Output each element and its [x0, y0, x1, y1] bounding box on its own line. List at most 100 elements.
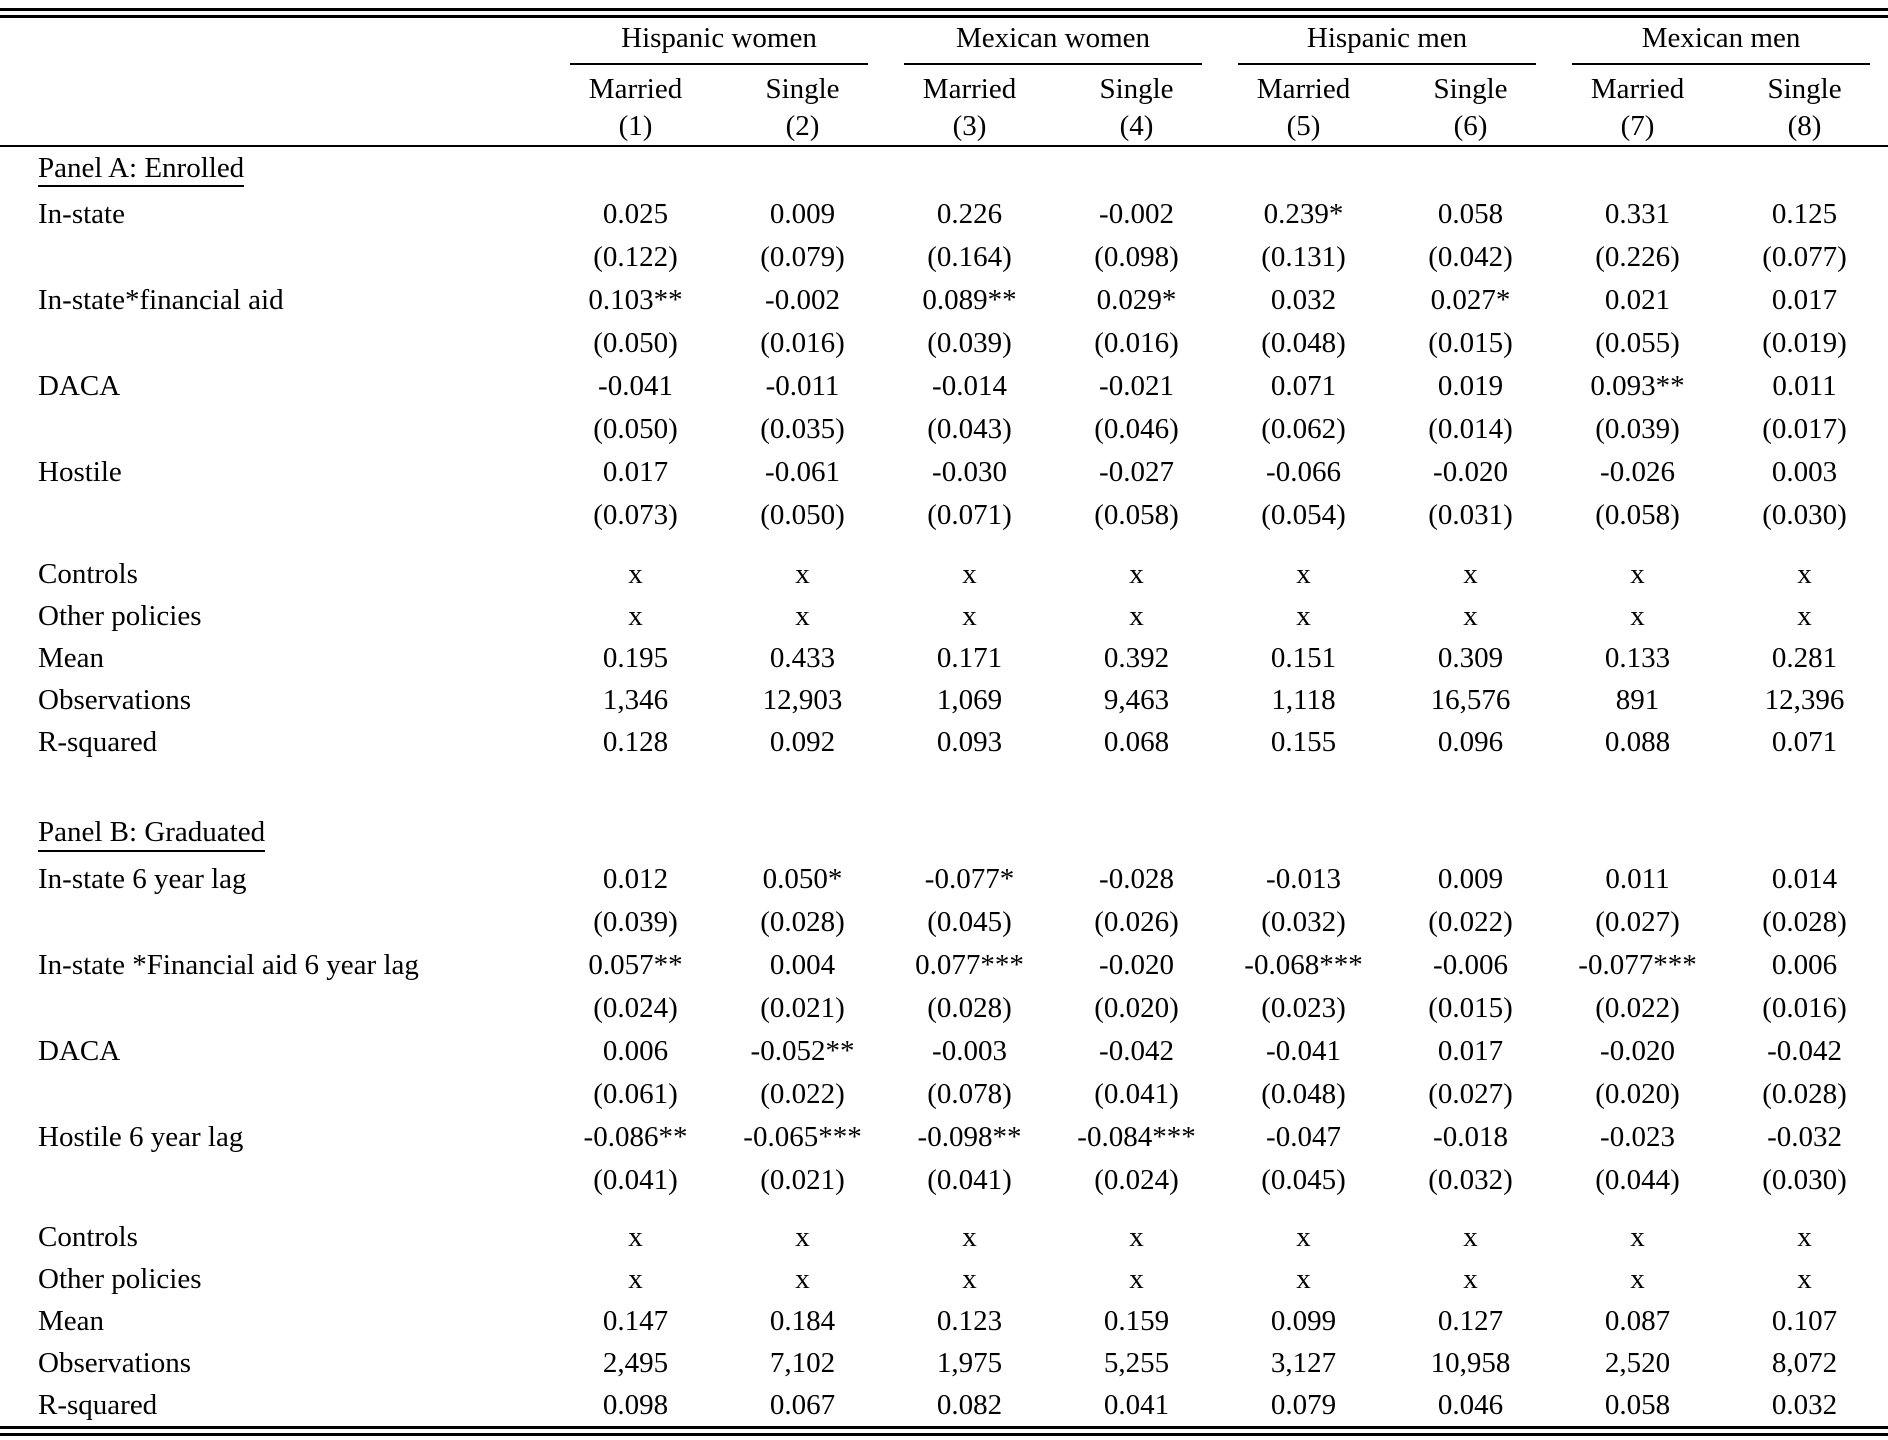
- coefficient-cell: -0.026: [1600, 456, 1675, 489]
- statistic-cell: 0.079: [1270, 1388, 1337, 1421]
- coefficient-cell: -0.030: [932, 456, 1007, 489]
- row-label-blank: [0, 494, 552, 537]
- column-number-cell: (3): [886, 108, 1053, 147]
- coefficient-cell: 0.226: [936, 198, 1003, 231]
- coefficient-cell: 0.103**: [588, 284, 683, 317]
- standard-error-cell: (0.078): [927, 1078, 1012, 1111]
- statistic-cell: 0.151: [1270, 641, 1337, 674]
- standard-error-cell: (0.015): [1428, 327, 1513, 360]
- statistic-row: R-squared 0.098 0.067 0.082 0.041 0.079 0.046 0…: [0, 1384, 1888, 1426]
- standard-error-cell: (0.028): [927, 992, 1012, 1025]
- standard-error-cell: (0.015): [1428, 992, 1513, 1025]
- statistic-cell: 0.195: [602, 641, 669, 674]
- statistic-cell: 0.171: [936, 641, 1003, 674]
- column-number-cell: (5): [1220, 108, 1387, 147]
- coefficient-cell: 0.029*: [1096, 284, 1177, 317]
- coefficient-cell: -0.066: [1266, 456, 1341, 489]
- statistic-cell: 9,463: [1103, 683, 1170, 716]
- spacer-cell: [0, 763, 1888, 811]
- standard-error-cell: (0.226): [1595, 241, 1680, 274]
- standard-error-cell: (0.050): [593, 327, 678, 360]
- coefficient-cell: -0.002: [1099, 198, 1174, 231]
- statistic-cell: 16,576: [1430, 683, 1511, 716]
- row-label: Controls: [38, 557, 138, 590]
- row-label: Observations: [38, 1346, 192, 1379]
- statistic-cell: 0.159: [1103, 1304, 1170, 1337]
- standard-error-cell: (0.028): [760, 906, 845, 939]
- coefficient-cell: 0.004: [769, 949, 836, 982]
- statistic-cell: 1,346: [602, 683, 669, 716]
- column-number-row: (1) (2) (3) (4) (5) (6) (7) (8): [0, 108, 1888, 147]
- section-gap-row: [0, 537, 1888, 553]
- coefficient-cell: -0.041: [1266, 1035, 1341, 1068]
- coefficient-cell: 0.032: [1270, 284, 1337, 317]
- standard-error-cell: (0.050): [760, 499, 845, 532]
- statistic-cell: x: [1463, 1262, 1478, 1295]
- statistic-cell: x: [1797, 599, 1812, 632]
- standard-error-cell: (0.027): [1595, 906, 1680, 939]
- statistic-row: Other policies x x x x x x x x: [0, 1258, 1888, 1300]
- row-label: Controls: [38, 1220, 138, 1253]
- header-corner-blank: [0, 18, 552, 70]
- statistic-cell: 0.099: [1270, 1304, 1337, 1337]
- standard-error-row: (0.050) (0.016) (0.039) (0.016) (0.048) (0.01…: [0, 322, 1888, 365]
- coefficient-cell: 0.058: [1437, 198, 1504, 231]
- bottom-double-rule: [0, 1426, 1888, 1436]
- statistic-cell: x: [628, 557, 643, 590]
- statistic-row: Controls x x x x x x x x: [0, 553, 1888, 595]
- regression-results-table: Hispanic women Mexican women Hispanic men M…: [0, 18, 1888, 1426]
- coefficient-cell: 0.077***: [915, 949, 1024, 982]
- coefficient-cell: 0.057**: [588, 949, 683, 982]
- statistic-cell: x: [1797, 557, 1812, 590]
- subheader-cell: Single: [765, 72, 840, 105]
- coefficient-row: In-state *Financial aid 6 year lag 0.057*…: [0, 944, 1888, 987]
- standard-error-cell: (0.032): [1428, 1164, 1513, 1197]
- standard-error-cell: (0.050): [593, 413, 678, 446]
- standard-error-cell: (0.042): [1428, 241, 1513, 274]
- coefficient-row: DACA -0.041 -0.011 -0.014 -0.021 0.071 0.019 0.…: [0, 365, 1888, 408]
- subheader-cell: Married: [922, 72, 1017, 105]
- statistic-cell: 2,495: [602, 1346, 669, 1379]
- coefficient-cell: -0.061: [765, 456, 840, 489]
- statistic-cell: x: [1797, 1220, 1812, 1253]
- group-header-row: Hispanic women Mexican women Hispanic men M…: [0, 18, 1888, 70]
- column-number-cell: (8): [1721, 108, 1888, 147]
- coefficient-cell: 0.019: [1437, 370, 1504, 403]
- statistic-cell: x: [1463, 557, 1478, 590]
- statistic-cell: x: [1630, 599, 1645, 632]
- statistic-cell: x: [1630, 557, 1645, 590]
- coefficient-cell: -0.028: [1099, 863, 1174, 896]
- coefficient-cell: -0.052**: [750, 1035, 855, 1068]
- statistic-cell: 0.127: [1437, 1304, 1504, 1337]
- coefficient-cell: 0.011: [1605, 863, 1670, 896]
- statistic-cell: 0.123: [936, 1304, 1003, 1337]
- standard-error-cell: (0.164): [927, 241, 1012, 274]
- coefficient-cell: 0.003: [1771, 456, 1838, 489]
- table-header: Hispanic women Mexican women Hispanic men M…: [0, 18, 1888, 147]
- subheader-cell: Married: [588, 72, 683, 105]
- statistic-cell: x: [1129, 557, 1144, 590]
- group-header-cell: Mexican men: [1554, 18, 1888, 70]
- standard-error-cell: (0.020): [1094, 992, 1179, 1025]
- statistic-cell: 0.071: [1771, 725, 1838, 758]
- standard-error-cell: (0.032): [1261, 906, 1346, 939]
- statistic-cell: x: [795, 1220, 810, 1253]
- statistic-cell: 0.096: [1437, 725, 1504, 758]
- standard-error-cell: (0.021): [760, 1164, 845, 1197]
- row-label: In-state 6 year lag: [38, 863, 247, 896]
- row-label: Other policies: [38, 1262, 202, 1295]
- statistic-cell: 0.128: [602, 725, 669, 758]
- statistic-row: Mean 0.195 0.433 0.171 0.392 0.151 0.309 0.133 0…: [0, 637, 1888, 679]
- coefficient-cell: -0.086**: [583, 1121, 688, 1154]
- statistic-cell: x: [628, 1220, 643, 1253]
- standard-error-row: (0.061) (0.022) (0.078) (0.041) (0.048) (0.02…: [0, 1073, 1888, 1116]
- statistic-cell: 0.068: [1103, 725, 1170, 758]
- statistic-cell: 0.093: [936, 725, 1003, 758]
- standard-error-cell: (0.019): [1762, 327, 1847, 360]
- statistic-cell: x: [1463, 1220, 1478, 1253]
- subheader-cell: Married: [1590, 72, 1685, 105]
- coefficient-cell: -0.084***: [1077, 1121, 1196, 1154]
- statistic-cell: 0.098: [602, 1388, 669, 1421]
- standard-error-cell: (0.016): [1762, 992, 1847, 1025]
- statistic-cell: x: [628, 599, 643, 632]
